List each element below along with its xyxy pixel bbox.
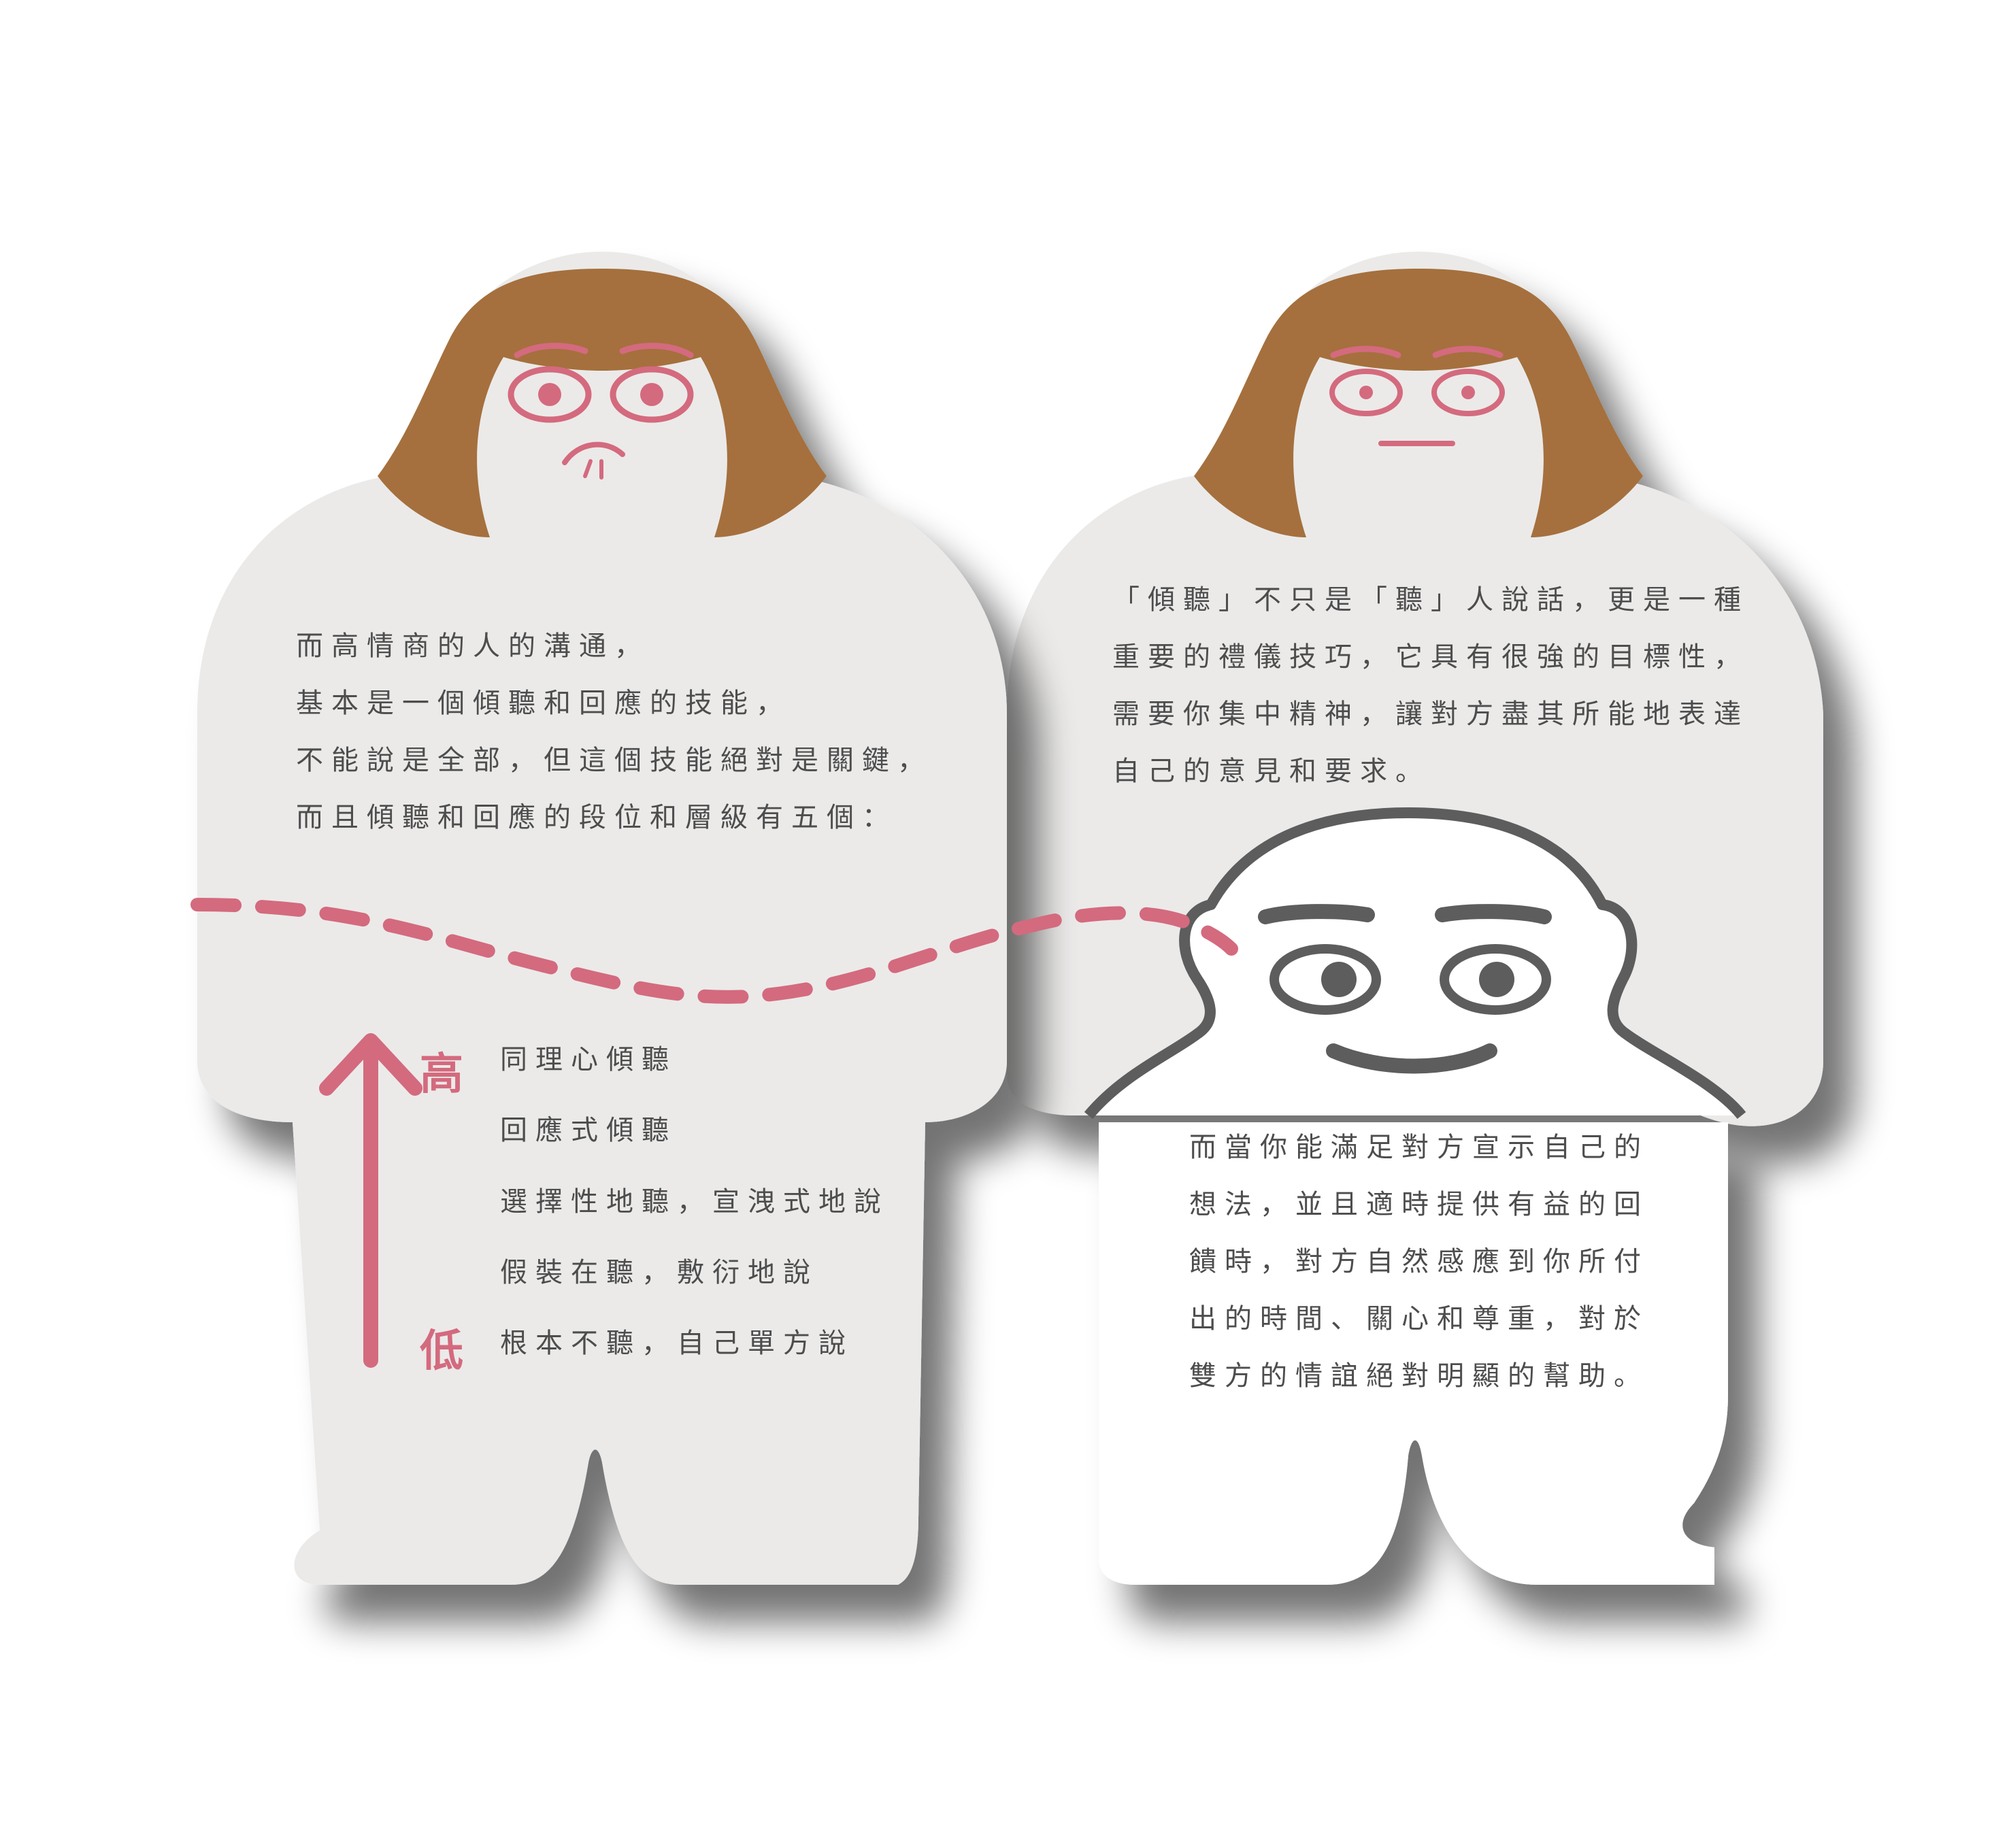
- white-mouth-icon: [1326, 1043, 1497, 1074]
- level-item: 選擇性地聽，宣洩式地說: [500, 1186, 889, 1217]
- left-paragraph-line: 不能說是全部，但這個技能絕對是關鍵，: [296, 745, 933, 776]
- left-character: [197, 252, 1007, 1585]
- right-paragraph: 「傾聽」不只是「聽」人說話，更是一種 重要的禮儀技巧，它具有很強的目標性， 需要…: [1112, 571, 1749, 800]
- white-paragraph-line: 饋時，對方自然感應到你所付: [1189, 1246, 1649, 1277]
- left-eyebrow-right-icon: [619, 342, 694, 358]
- white-character-body: [1099, 1122, 1728, 1585]
- left-paragraph: 而高情商的人的溝通， 基本是一個傾聽和回應的技能， 不能說是全部，但這個技能絕對…: [296, 618, 933, 846]
- white-eye-right-icon: [1440, 944, 1551, 1015]
- right-hair-icon: [1194, 269, 1643, 537]
- left-eye-right-icon: [610, 366, 694, 423]
- dashed-connector-line: [190, 898, 1238, 1004]
- white-eyebrow-left-icon: [1258, 904, 1375, 924]
- right-eyebrow-right-icon: [1432, 346, 1504, 358]
- white-paragraph-line: 雙方的情誼絕對明顯的幫助。: [1189, 1360, 1649, 1392]
- white-paragraph-line: 出的時間、關心和尊重，對於: [1189, 1303, 1649, 1334]
- arrow-up-icon: [319, 1033, 422, 1368]
- white-paragraph: 而當你能滿足對方宣示自己的 想法，並且適時提供有益的回 饋時，對方自然感應到你所…: [1189, 1119, 1649, 1405]
- left-eye-left-icon: [508, 366, 592, 423]
- right-paragraph-line: 需要你集中精神，讓對方盡其所能地表達: [1112, 699, 1749, 730]
- scale-high-label: 高: [420, 1049, 463, 1100]
- left-hair-icon: [378, 269, 827, 537]
- right-eyebrow-left-icon: [1330, 346, 1401, 358]
- left-paragraph-line: 基本是一個傾聽和回應的技能，: [296, 688, 791, 719]
- level-item: 假裝在聽，敷衍地說: [500, 1257, 818, 1288]
- left-paragraph-line: 而且傾聽和回應的段位和層級有五個：: [296, 802, 897, 833]
- level-item: 回應式傾聽: [500, 1115, 677, 1146]
- white-eyebrow-right-icon: [1435, 904, 1552, 924]
- white-character-head: [1084, 807, 1746, 1120]
- white-paragraph-line: 而當你能滿足對方宣示自己的: [1189, 1132, 1649, 1163]
- level-item: 同理心傾聽: [500, 1044, 677, 1075]
- left-mouth-icon: [562, 441, 625, 465]
- left-eyebrow-left-icon: [514, 342, 588, 358]
- white-character: [1084, 807, 1746, 1585]
- right-eye-left-icon: [1329, 369, 1403, 416]
- left-paragraph-line: 而高情商的人的溝通，: [296, 631, 650, 662]
- level-item: 根本不聽，自己單方說: [500, 1328, 854, 1359]
- right-eye-right-icon: [1431, 369, 1505, 416]
- white-eye-left-icon: [1269, 944, 1381, 1015]
- scale-low-label: 低: [420, 1326, 463, 1377]
- right-paragraph-line: 「傾聽」不只是「聽」人說話，更是一種: [1112, 584, 1749, 616]
- left-character-body: [197, 473, 1007, 1585]
- right-paragraph-line: 重要的禮儀技巧，它具有很強的目標性，: [1112, 641, 1749, 673]
- white-paragraph-line: 想法，並且適時提供有益的回: [1189, 1189, 1649, 1220]
- right-paragraph-line: 自己的意見和要求。: [1112, 756, 1431, 787]
